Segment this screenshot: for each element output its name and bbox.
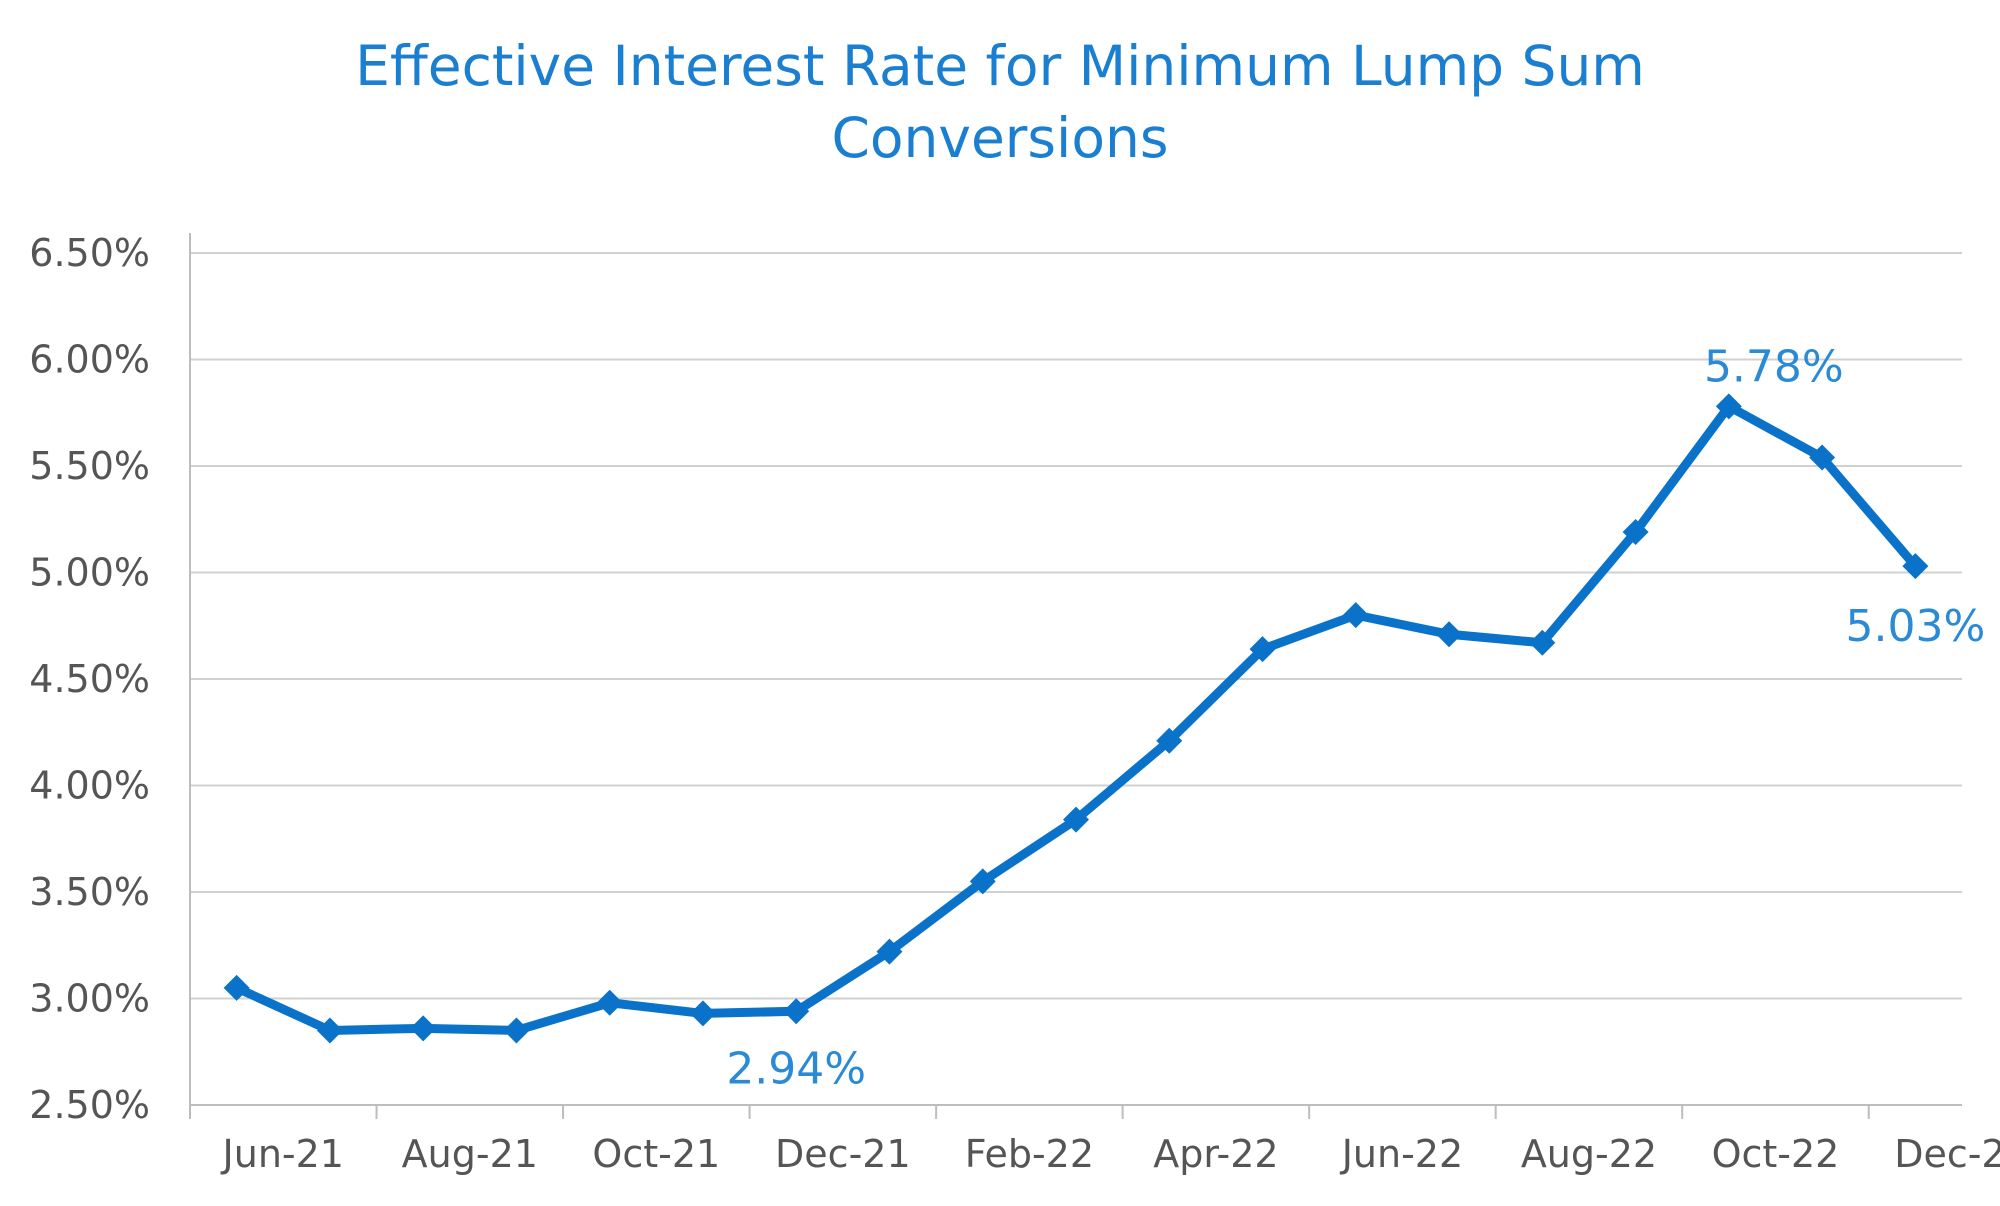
x-tick-label: Aug-21 [402,1132,538,1176]
x-axis-tick-labels: Jun-21 Aug-21 Oct-21 Dec-21 Feb-22 Apr-22 Jun-… [221,1132,2000,1176]
data-point-marker [689,1000,716,1027]
data-point-marker [316,1017,343,1044]
data-point-marker [1529,629,1556,656]
data-point-marker [1063,806,1089,833]
data-point-marker [1436,621,1463,648]
data-point-marker [1622,519,1649,546]
data-point-marker [1902,553,1929,580]
data-label: 5.78% [1704,341,1844,392]
y-tick-label: 6.50% [29,231,150,275]
series-rate [223,393,1929,1044]
data-label: 5.03% [1845,601,1985,652]
data-annotations: 2.94% 5.78% 5.03% [726,341,1985,1094]
x-tick-label: Apr-22 [1153,1132,1278,1176]
axes [189,233,1962,1119]
chart-title-line-2: Conversions [831,106,1169,170]
x-tick-label: Dec-21 [775,1132,911,1176]
data-point-marker [1249,636,1276,663]
data-point-marker [1715,393,1742,420]
y-tick-label: 4.50% [29,657,150,701]
chart-title-line-1: Effective Interest Rate for Minimum Lump… [355,34,1645,98]
data-point-marker [969,868,996,895]
x-tick-label: Jun-22 [1340,1132,1463,1176]
data-point-marker [1156,727,1183,754]
x-tick-label: Feb-22 [965,1132,1094,1176]
x-tick-label: Oct-22 [1712,1132,1840,1176]
data-point-marker [876,938,903,965]
chart-title: Effective Interest Rate for Minimum Lump… [0,30,2000,174]
data-point-marker [503,1017,530,1044]
y-tick-label: 2.50% [29,1083,150,1127]
x-tick-label: Jun-21 [221,1132,344,1176]
data-point-marker [223,974,250,1001]
y-tick-label: 5.50% [29,444,150,488]
data-point-marker [783,998,810,1025]
y-axis-tick-labels: 2.50% 3.00% 3.50% 4.00% 4.50% 5.00% 5.50% 6.00%… [29,231,150,1127]
x-tick-label: Aug-22 [1521,1132,1657,1176]
y-tick-label: 6.00% [29,338,150,382]
data-point-marker [1342,602,1369,629]
series-line [232,401,1920,1035]
x-tick-label: Oct-21 [592,1132,720,1176]
y-tick-label: 4.00% [29,764,150,808]
grid-lines [190,252,1962,1000]
data-label: 2.94% [726,1043,866,1094]
y-tick-label: 3.50% [29,870,150,914]
data-point-marker [410,1015,437,1042]
y-tick-label: 3.00% [29,977,150,1021]
data-point-marker [1809,444,1836,471]
y-tick-label: 5.00% [29,551,150,595]
x-tick-label: Dec-22 [1894,1132,2000,1176]
data-point-marker [596,989,623,1016]
